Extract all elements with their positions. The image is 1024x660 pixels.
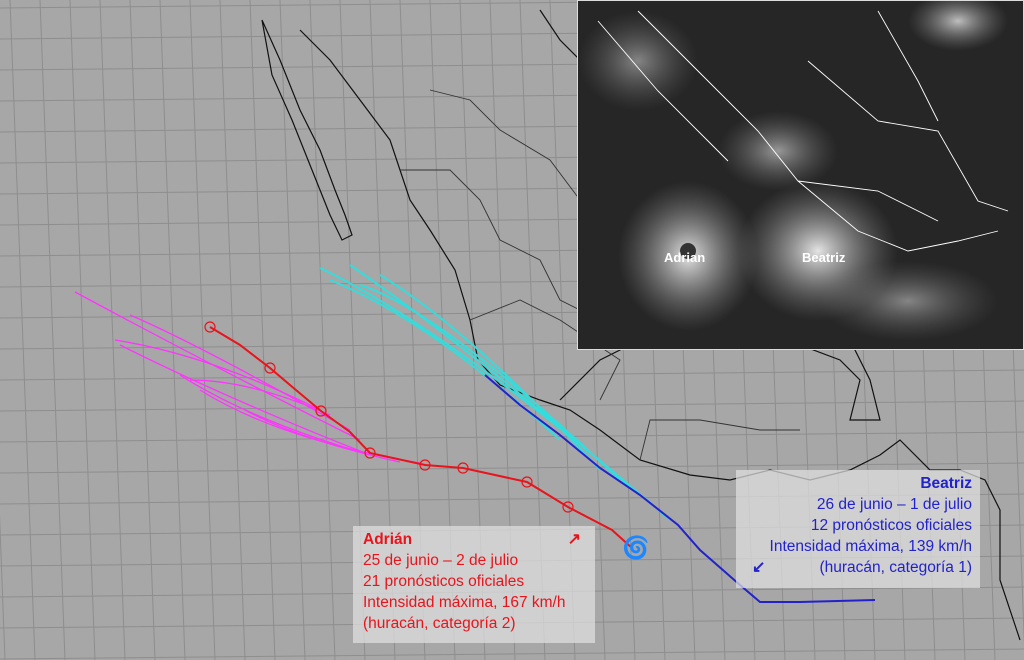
adrian-track [209,326,633,549]
beatriz-info-box: Beatriz 26 de junio – 1 de julio 12 pron… [736,470,980,588]
beatriz-track [484,374,876,603]
storm-dates: 26 de junio – 1 de julio [816,496,972,513]
hurricane-symbol-icon: 🌀 [622,534,649,560]
storm-name: Adrián [363,531,413,548]
satellite-label-adrian: Adrian [664,250,706,265]
satellite-image [578,1,1009,341]
position-marker [419,459,431,471]
beatriz-forecast-track [329,279,561,441]
storm-max-intensity: Intensidad máxima, 139 km/h [769,538,972,555]
adrian-info-box: Adrián 25 de junio – 2 de julio 21 pronó… [353,526,595,643]
adrian-forecast-track [114,339,321,411]
position-marker [315,405,327,417]
storm-forecast-count: 12 pronósticos oficiales [810,517,972,534]
position-marker [562,501,574,513]
storm-category: (huracán, categoría 1) [819,559,972,576]
beatriz-forecast-track [379,274,601,471]
satellite-label-beatriz: Beatriz [802,250,846,265]
adrian-forecast-track [129,314,351,431]
arrow-northeast-icon: ↗ [567,531,581,548]
storm-forecast-count: 21 pronósticos oficiales [363,573,525,590]
position-marker [364,447,376,459]
adrian-position-markers [204,321,574,513]
position-marker [204,321,216,333]
position-marker [521,476,533,488]
arrow-southwest-icon: ↙ [752,559,766,576]
beatriz-forecast-track [359,284,621,481]
storm-max-intensity: Intensidad máxima, 167 km/h [363,594,566,611]
storm-category: (huracán, categoría 2) [363,615,516,632]
position-marker [264,362,276,374]
storm-name: Beatriz [920,475,972,492]
satellite-image-inset: Adrian Beatriz [577,0,1024,350]
position-marker [457,462,469,474]
adrian-forecast-track [119,344,371,456]
adrian-forecast-track [74,291,361,441]
storm-dates: 25 de junio – 2 de julio [363,552,519,569]
adrian-forecast-track [189,379,331,416]
